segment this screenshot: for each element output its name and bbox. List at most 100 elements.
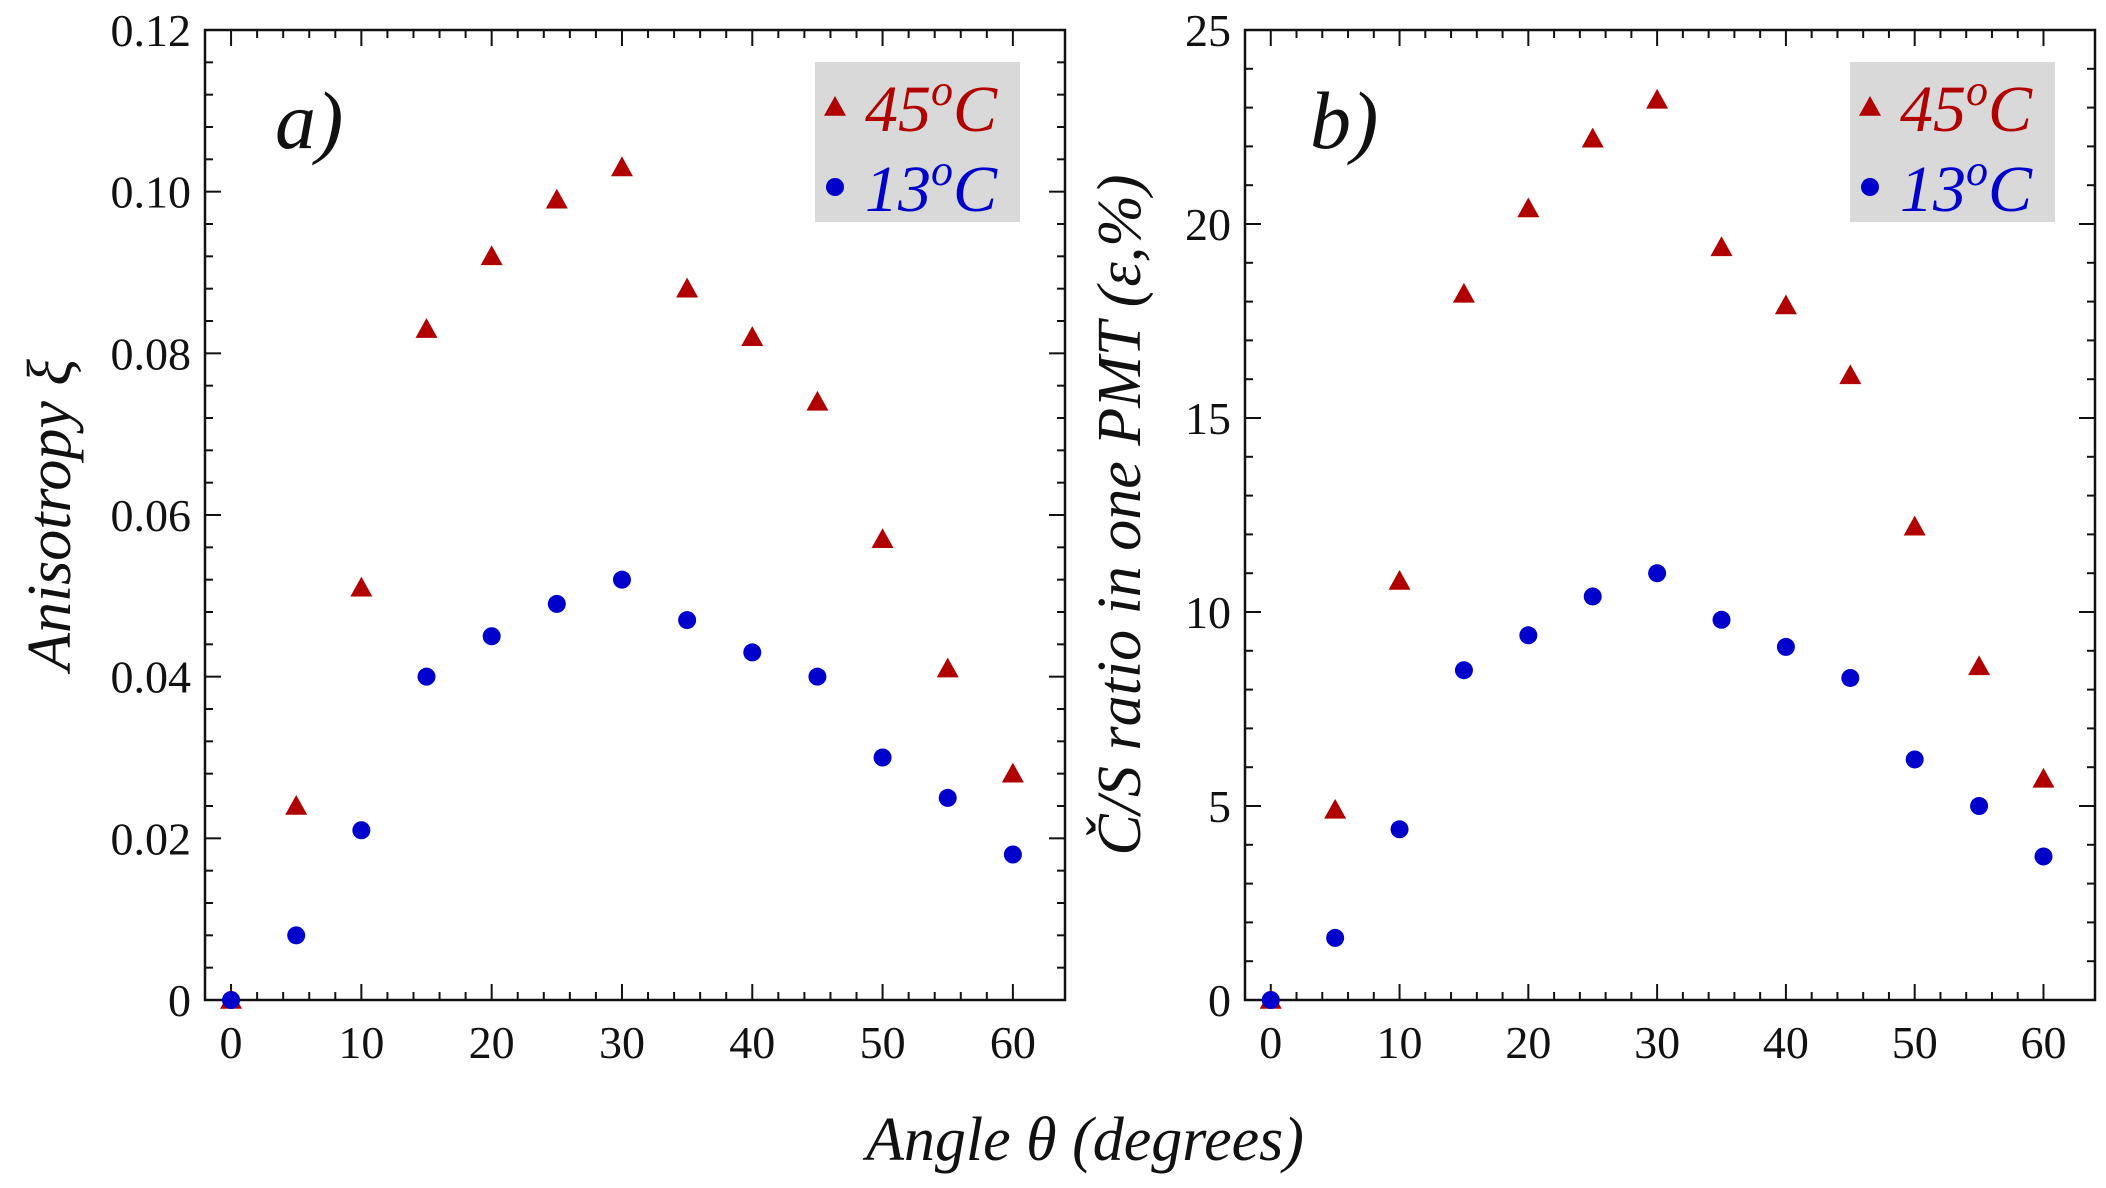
y-tick-label: 25 [1185, 5, 1231, 56]
data-point-circle [1905, 750, 1924, 769]
data-point-triangle [545, 188, 568, 209]
x-tick-label: 20 [1505, 1017, 1551, 1068]
x-tick-label: 30 [599, 1017, 645, 1068]
data-point-circle [612, 570, 631, 589]
data-point-triangle [676, 277, 699, 298]
data-point-circle [2034, 847, 2053, 866]
data-point-circle [808, 667, 827, 686]
plot-frame-b [1243, 28, 2097, 1002]
data-point-triangle [610, 156, 633, 177]
y-axis-title-a: Anisotropy ξ [16, 359, 84, 675]
data-point-triangle [2032, 767, 2055, 788]
data-point-triangle [1839, 364, 1862, 385]
y-tick-label: 0.12 [111, 5, 192, 56]
panel-label-b: b) [1310, 75, 1378, 166]
y-tick-label: 0.08 [111, 328, 192, 379]
data-point-circle [417, 667, 436, 686]
y-axis-title-b: Č/S ratio in one PMT (ε,%) [1086, 174, 1154, 855]
x-tick-label: 40 [1763, 1017, 1809, 1068]
legend-box [1850, 62, 2055, 222]
data-point-triangle [1581, 127, 1604, 148]
legend-marker-triangle [824, 96, 846, 116]
y-tick-label: 0 [168, 975, 191, 1026]
data-point-circle [1519, 626, 1538, 645]
x-tick-label: 60 [2020, 1017, 2066, 1068]
x-tick-label: 20 [469, 1017, 515, 1068]
data-point-triangle [806, 390, 829, 411]
data-point-circle [1261, 991, 1280, 1009]
data-point-circle [287, 926, 306, 945]
data-point-triangle [1324, 798, 1347, 819]
panel-b: 0 10 20 30 40 50 60 0 5 10 15 20 25 Č/S ratio in one … [1086, 5, 2097, 1068]
data-point-triangle [350, 576, 373, 597]
data-point-circle [678, 611, 697, 630]
data-point-circle [352, 821, 371, 840]
data-point-triangle [1452, 282, 1475, 303]
data-point-circle [1454, 661, 1473, 680]
x-tick-label: 0 [220, 1017, 243, 1068]
y-tick-label: 20 [1185, 199, 1231, 250]
data-point-triangle [741, 326, 764, 346]
data-point-triangle [1517, 197, 1540, 218]
panel-a: 0 10 20 30 40 50 60 0 0.02 0.04 0.06 0.08 0.10 0.12 An… [16, 5, 1067, 1068]
x-tick-label: 50 [860, 1017, 906, 1068]
legend-label: 13oC [865, 146, 998, 226]
y-tick-label: 10 [1185, 587, 1231, 638]
data-point-triangle [1968, 655, 1991, 676]
series-45-a [220, 156, 1024, 1009]
data-point-triangle [871, 528, 894, 549]
data-point-triangle [1710, 236, 1733, 257]
data-point-circle [1648, 564, 1667, 583]
data-point-triangle [1903, 515, 1926, 536]
data-point-circle [1583, 587, 1602, 606]
data-point-triangle [1774, 294, 1797, 315]
data-point-circle [873, 748, 892, 767]
legend-box [815, 62, 1020, 222]
x-tick-label: 10 [1377, 1017, 1423, 1068]
data-point-circle [482, 627, 501, 646]
data-point-circle [1326, 928, 1345, 947]
x-axis-title: Angle θ (degrees) [862, 1106, 1304, 1174]
data-point-triangle [480, 245, 503, 266]
y-tick-label: 0 [1208, 975, 1231, 1026]
data-point-circle [222, 991, 241, 1009]
x-tick-label: 50 [1892, 1017, 1938, 1068]
data-point-circle [1970, 797, 1989, 815]
data-point-triangle [1001, 762, 1024, 783]
data-point-triangle [1646, 88, 1669, 109]
series-13-b [1261, 564, 2053, 1009]
y-tick-label: 15 [1185, 393, 1231, 444]
y-tick-label: 0.06 [111, 490, 192, 541]
data-point-triangle [415, 318, 438, 338]
data-point-circle [1712, 610, 1731, 629]
data-point-triangle [285, 795, 308, 815]
legend-marker-circle [826, 178, 844, 196]
data-point-circle [1003, 845, 1022, 864]
x-tick-label: 40 [729, 1017, 775, 1068]
legend-label: 45oC [865, 66, 998, 146]
data-point-circle [743, 643, 762, 662]
series-45-b [1259, 88, 2055, 1009]
y-tick-label: 0.10 [111, 167, 192, 218]
data-point-circle [1841, 668, 1860, 687]
data-point-circle [547, 594, 566, 613]
data-point-circle [1776, 637, 1795, 656]
panel-label-a: a) [275, 75, 343, 166]
y-tick-label: 5 [1208, 781, 1231, 832]
x-tick-label: 0 [1259, 1017, 1282, 1068]
legend-marker-triangle [1859, 96, 1881, 116]
x-tick-label: 30 [1634, 1017, 1680, 1068]
data-point-circle [1390, 820, 1409, 839]
x-tick-label: 10 [338, 1017, 384, 1068]
series-13-a [222, 570, 1022, 1009]
data-point-triangle [936, 657, 959, 678]
legend-marker-circle [1861, 178, 1879, 196]
y-tick-label: 0.02 [111, 813, 192, 864]
y-tick-label: 0.04 [111, 652, 192, 703]
x-tick-label: 60 [990, 1017, 1036, 1068]
data-point-circle [938, 788, 957, 807]
data-point-triangle [1388, 569, 1411, 590]
